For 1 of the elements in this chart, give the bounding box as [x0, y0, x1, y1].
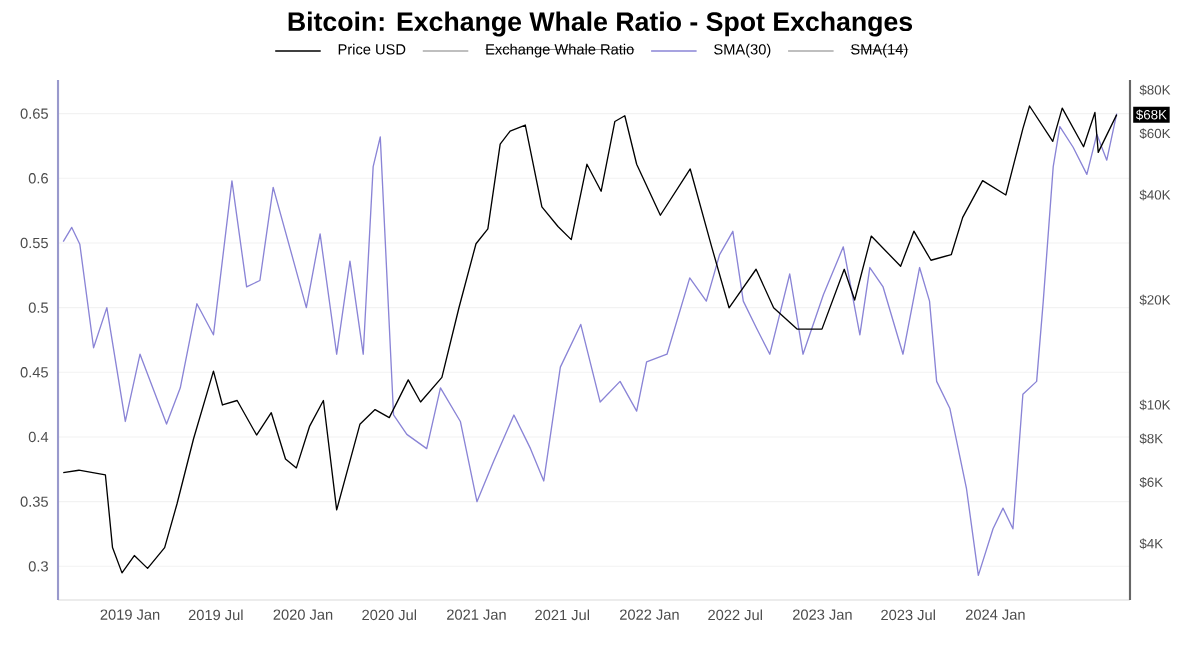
chart-title: Bitcoin: Exchange Whale Ratio - Spot Exchanges — [288, 11, 913, 37]
